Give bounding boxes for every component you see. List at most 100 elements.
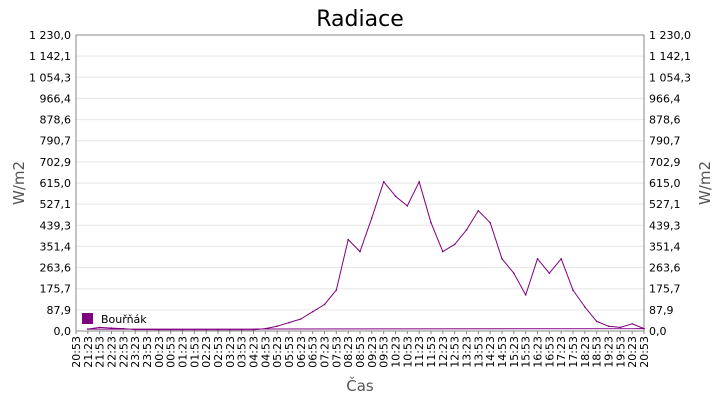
x-tick-label: 03:23 bbox=[224, 336, 237, 368]
data-point bbox=[288, 321, 290, 324]
x-tick-label: 09:53 bbox=[378, 336, 391, 368]
y-tick-label-left: 263,6 bbox=[40, 262, 72, 275]
data-point bbox=[524, 294, 527, 296]
x-tick-label: 19:53 bbox=[614, 336, 627, 368]
data-point bbox=[359, 250, 361, 253]
data-point bbox=[347, 238, 350, 241]
y-tick-label-right: 87,9 bbox=[649, 304, 674, 317]
y-tick-label-right: 966,4 bbox=[649, 92, 681, 105]
data-point bbox=[264, 327, 267, 330]
x-tick-label: 23:53 bbox=[141, 336, 154, 368]
x-tick-label: 11:23 bbox=[413, 336, 426, 368]
data-point bbox=[477, 209, 480, 212]
data-point bbox=[110, 327, 113, 329]
x-tick-label: 04:23 bbox=[248, 336, 261, 368]
data-point bbox=[394, 195, 397, 197]
y-tick-label-left: 1 142,1 bbox=[29, 50, 71, 63]
data-point bbox=[560, 258, 562, 260]
y-tick-label-left: 175,7 bbox=[40, 283, 72, 296]
y-tick-label-left: 878,6 bbox=[40, 114, 72, 127]
data-point bbox=[98, 326, 101, 329]
x-tick-label: 22:53 bbox=[117, 336, 130, 368]
data-point bbox=[229, 329, 231, 331]
x-tick-label: 12:23 bbox=[437, 336, 450, 368]
data-point bbox=[430, 221, 432, 224]
y-tick-label-left: 439,3 bbox=[40, 219, 72, 232]
data-point bbox=[501, 258, 503, 260]
data-point bbox=[406, 205, 409, 207]
x-tick-label: 20:53 bbox=[638, 336, 651, 368]
data-point bbox=[442, 250, 444, 253]
x-tick-label: 10:23 bbox=[390, 336, 403, 368]
y-tick-label-left: 1 230,0 bbox=[29, 29, 71, 42]
y-tick-label-right: 790,7 bbox=[649, 135, 681, 148]
y-tick-label-right: 1 230,0 bbox=[649, 29, 691, 42]
y-tick-label-right: 439,3 bbox=[649, 219, 681, 232]
y-tick-label-right: 263,6 bbox=[649, 262, 681, 275]
data-point bbox=[607, 325, 610, 328]
data-point bbox=[572, 289, 574, 291]
x-tick-label: 16:53 bbox=[543, 336, 556, 368]
data-point bbox=[536, 258, 539, 260]
x-tick-label: 22:23 bbox=[106, 336, 119, 368]
y-tick-label-right: 527,1 bbox=[649, 198, 681, 211]
data-point bbox=[584, 306, 586, 308]
legend-label: Bouřňák bbox=[101, 313, 147, 326]
x-tick-label: 12:53 bbox=[449, 336, 462, 368]
x-tick-label: 21:23 bbox=[82, 336, 95, 368]
data-point bbox=[311, 310, 314, 313]
data-point bbox=[134, 328, 136, 331]
x-axis-label: Čas bbox=[346, 376, 374, 395]
x-tick-label: 15:53 bbox=[520, 336, 533, 368]
x-tick-label: 13:53 bbox=[472, 336, 485, 368]
data-point bbox=[643, 327, 645, 330]
x-tick-label: 05:23 bbox=[271, 336, 284, 368]
data-point bbox=[371, 217, 373, 219]
y-tick-label-right: 615,0 bbox=[649, 177, 681, 190]
data-point bbox=[252, 329, 255, 331]
x-tick-label: 06:23 bbox=[295, 336, 308, 368]
x-tick-label: 05:53 bbox=[283, 336, 296, 368]
y-tick-label-right: 878,6 bbox=[649, 114, 681, 127]
y-axis-label-left: W/m2 bbox=[10, 161, 28, 205]
y-tick-label-right: 702,9 bbox=[649, 156, 681, 169]
data-point bbox=[205, 329, 207, 331]
x-tick-label: 18:23 bbox=[579, 336, 592, 368]
x-tick-label: 03:53 bbox=[236, 336, 249, 368]
data-point bbox=[465, 229, 468, 231]
x-tick-label: 15:23 bbox=[508, 336, 521, 368]
x-tick-label: 00:53 bbox=[165, 336, 178, 368]
legend: Bouřňák bbox=[82, 313, 147, 326]
chart-title: Radiace bbox=[316, 7, 403, 32]
data-point bbox=[418, 181, 421, 183]
x-tick-label: 11:53 bbox=[425, 336, 438, 368]
x-tick-label: 01:53 bbox=[188, 336, 201, 368]
data-point bbox=[217, 329, 219, 331]
data-point bbox=[631, 323, 633, 325]
data-point bbox=[382, 181, 385, 183]
data-point bbox=[181, 329, 184, 331]
data-point bbox=[193, 329, 196, 331]
legend-swatch bbox=[82, 313, 93, 324]
x-tick-label: 00:23 bbox=[153, 336, 166, 368]
x-axis: 20:5321:2321:5322:2322:5323:2323:5300:23… bbox=[70, 331, 651, 368]
y-tick-label-left: 790,7 bbox=[40, 135, 72, 148]
grid bbox=[76, 55, 644, 311]
x-tick-label: 23:23 bbox=[129, 336, 142, 368]
x-tick-label: 20:53 bbox=[70, 336, 83, 368]
data-point bbox=[595, 320, 598, 323]
data-point bbox=[87, 328, 89, 330]
x-tick-label: 21:53 bbox=[94, 336, 107, 368]
data-point bbox=[619, 326, 622, 329]
y-tick-label-left: 87,9 bbox=[47, 304, 72, 317]
x-tick-label: 04:53 bbox=[259, 336, 272, 368]
x-tick-label: 13:23 bbox=[461, 336, 474, 368]
data-point bbox=[146, 328, 148, 331]
x-tick-label: 02:23 bbox=[200, 336, 213, 368]
y-tick-label-right: 1 142,1 bbox=[649, 50, 691, 63]
data-point bbox=[489, 221, 492, 224]
x-tick-label: 17:53 bbox=[567, 336, 580, 368]
x-tick-label: 14:53 bbox=[496, 336, 509, 368]
y-tick-label-right: 175,7 bbox=[649, 283, 681, 296]
data-point bbox=[548, 272, 551, 275]
